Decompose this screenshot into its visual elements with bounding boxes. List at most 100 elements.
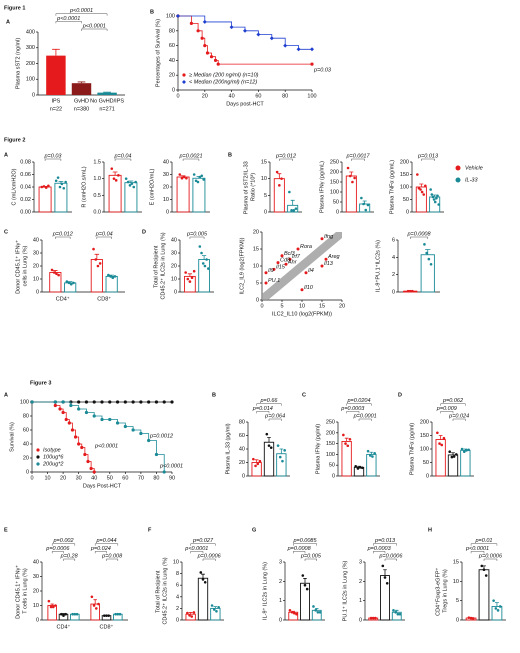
legend-label: < Median (200ng/ml) (n=12): [189, 79, 257, 85]
data-point: [294, 207, 298, 210]
y-axis-label: PU.1⁺ ILC2s in Lung (%): [341, 560, 348, 621]
y-tick-label: 300: [26, 45, 35, 51]
data-point: [276, 444, 280, 447]
data-point: [110, 167, 114, 170]
data-point: [346, 166, 350, 170]
data-point: [58, 185, 62, 189]
data-point: [182, 175, 186, 179]
y-tick-label: 20: [23, 455, 29, 461]
data-point: [356, 467, 360, 470]
data-point: [162, 400, 166, 404]
data-point: [162, 470, 166, 474]
y-tick-label: 20: [169, 73, 175, 79]
data-point: [134, 180, 137, 184]
data-point: [324, 257, 328, 261]
data-point: [358, 466, 362, 469]
data-point: [69, 282, 73, 286]
y-tick-label: 100: [330, 189, 339, 195]
error-bar: [201, 255, 207, 260]
data-point: [398, 612, 402, 616]
data-point: [276, 261, 280, 265]
error-bar: [419, 183, 424, 187]
data-point: [77, 400, 81, 404]
y-tick-label: 30: [33, 574, 39, 580]
y-tick-label: 0.5: [93, 193, 101, 199]
y-tick-label: 0: [172, 87, 175, 93]
y-tick-label: 200: [26, 61, 35, 67]
data-point: [296, 247, 300, 251]
data-point: [469, 616, 473, 620]
data-point: [303, 583, 307, 587]
bar: [176, 176, 190, 213]
data-point: [117, 174, 120, 177]
legend-label: Vehicle: [465, 165, 483, 171]
p-value: p=0.013: [374, 538, 396, 544]
error-bar: [383, 569, 387, 576]
data-point: [53, 400, 57, 404]
data-point: [139, 431, 143, 436]
identity-band: [262, 232, 342, 300]
panel-letter: D: [398, 392, 402, 398]
y-tick-label: 40: [239, 446, 245, 452]
data-point: [75, 612, 79, 616]
y-tick-label: 20: [33, 588, 39, 594]
data-point: [30, 400, 34, 404]
p-value: p=0.0008: [287, 546, 312, 552]
data-point: [80, 445, 84, 450]
data-point: [396, 612, 400, 616]
bar: [38, 186, 52, 213]
p-value: p=0.0021: [178, 153, 202, 159]
data-point: [198, 175, 202, 179]
data-point: [344, 442, 347, 445]
data-point: [436, 431, 439, 435]
legend-label: 100ug*6: [43, 454, 64, 460]
data-point: [429, 262, 433, 266]
data-point: [124, 177, 128, 180]
x-tick-label: 40: [229, 93, 235, 99]
x-tick-label: 10: [299, 303, 305, 309]
data-point: [50, 268, 54, 272]
data-point: [189, 21, 193, 25]
data-point: [209, 55, 214, 59]
data-point: [462, 450, 466, 454]
p-value: p=0.66: [260, 398, 279, 404]
y-tick-label: 2: [359, 579, 362, 585]
error-bar: [254, 459, 259, 463]
data-point: [281, 459, 284, 463]
data-point: [202, 19, 207, 24]
data-point: [112, 177, 116, 180]
error-bar: [279, 448, 284, 454]
data-point: [264, 271, 268, 275]
y-tick-label: 80: [169, 28, 175, 34]
error-bar: [451, 452, 455, 455]
data-point: [108, 400, 112, 404]
significance-bracket: [483, 558, 498, 561]
data-point: [406, 289, 410, 293]
data-point: [57, 273, 60, 277]
y-tick-label: 40: [171, 237, 177, 243]
data-point: [420, 190, 424, 194]
p-value: p=0.03: [313, 67, 332, 73]
data-point: [64, 180, 67, 184]
x-tick-label: 20: [339, 303, 345, 309]
y-tick-label: 20: [33, 263, 39, 269]
bar-label: GvHD: [74, 98, 89, 104]
data-point: [128, 184, 132, 187]
error-bar: [432, 194, 437, 197]
y-tick-label: 10: [173, 559, 179, 565]
significance-bracket: [372, 551, 386, 554]
p-value: p=0.005: [186, 231, 208, 237]
data-point: [467, 448, 470, 452]
legend-marker: [455, 165, 461, 171]
y-tick-label: 15: [261, 159, 267, 165]
p-value: p=0.009: [436, 406, 457, 412]
legend-label: Isotype: [43, 447, 61, 453]
error-bar: [303, 578, 307, 584]
error-bar: [201, 573, 205, 579]
data-point: [364, 208, 368, 212]
data-point: [272, 267, 276, 271]
y-tick-label: 200: [420, 419, 429, 425]
x-tick-label: 0: [30, 475, 33, 481]
y-tick-label: 1: [279, 598, 282, 604]
bar: [197, 577, 209, 621]
